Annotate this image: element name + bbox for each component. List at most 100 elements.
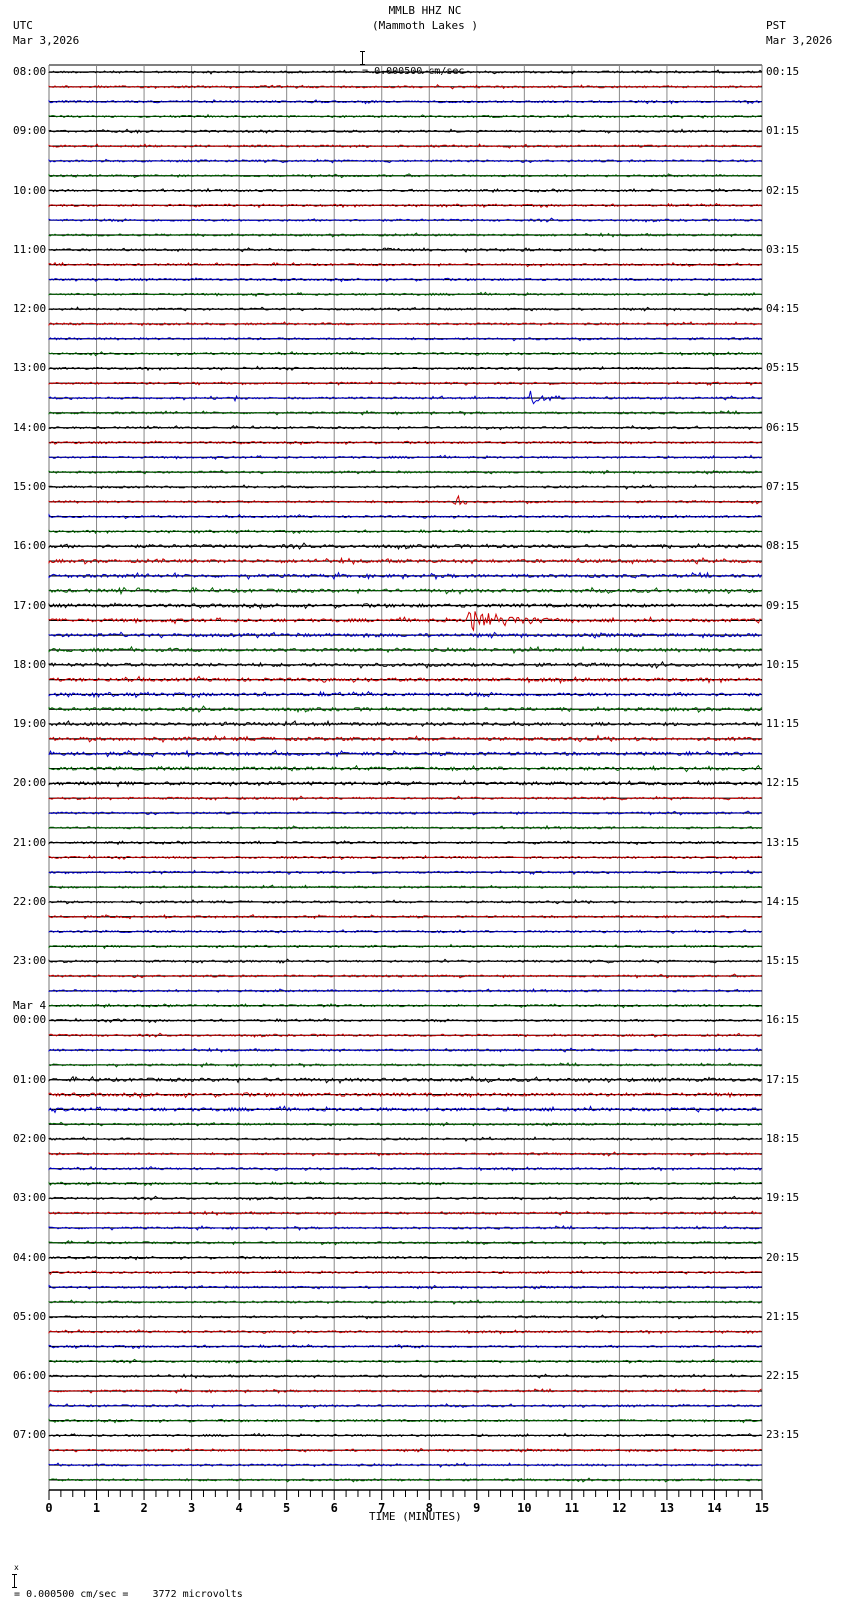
pst-hour-label: 13:15	[766, 835, 800, 849]
station-title: MMLB HHZ NC	[388, 4, 462, 17]
pst-hour-label: 00:15	[766, 65, 800, 78]
pst-hour-label: 01:15	[766, 124, 800, 138]
trace-line	[48, 1255, 762, 1261]
trace-line	[48, 217, 762, 223]
utc-hour-label: 16:00	[13, 539, 47, 553]
trace-line	[48, 232, 762, 238]
trace-line	[48, 1388, 762, 1394]
trace-line	[48, 1017, 762, 1024]
trace-line	[48, 660, 762, 670]
utc-hour-label: 05:00	[13, 1309, 47, 1323]
pst-hour-label: 15:15	[766, 954, 800, 968]
trace-line	[48, 173, 762, 179]
x-tick-label: 3	[188, 1501, 195, 1515]
utc-hour-label: 02:00	[13, 1132, 47, 1146]
pst-hour-label: 17:15	[766, 1072, 800, 1086]
utc-hour-label: 10:00	[13, 183, 47, 197]
utc-hour-label: 03:00	[13, 1191, 47, 1205]
pst-hour-label: 19:15	[766, 1191, 800, 1205]
trace-line	[48, 1225, 762, 1231]
trace-line	[48, 1062, 762, 1068]
utc-hour-label: 23:00	[13, 954, 47, 968]
footer-scale-text: = 0.000500 cm/sec = 3772 microvolts	[14, 1589, 243, 1600]
trace-line	[48, 365, 762, 372]
x-tick-label: 5	[283, 1501, 290, 1515]
trace-line	[48, 602, 762, 610]
pst-hour-label: 11:15	[766, 717, 800, 731]
utc-hour-label: 09:00	[13, 124, 47, 138]
pst-hour-label: 06:15	[766, 420, 800, 434]
trace-line	[48, 1269, 762, 1276]
trace-line	[48, 390, 762, 405]
trace-line	[48, 869, 762, 876]
pst-hour-label: 12:15	[766, 776, 800, 790]
trace-line	[48, 440, 762, 446]
utc-hour-label: 22:00	[13, 894, 47, 908]
trace-line	[48, 277, 762, 283]
trace-line	[48, 1032, 762, 1038]
x-tick-label: 6	[331, 1501, 338, 1515]
trace-line	[48, 380, 762, 386]
trace-line	[48, 854, 762, 861]
x-tick-label: 7	[378, 1501, 385, 1515]
trace-line	[48, 631, 762, 639]
trace-line	[48, 1477, 762, 1483]
pst-hour-label: 03:15	[766, 242, 800, 256]
trace-line	[48, 1358, 762, 1364]
x-tick-label: 2	[140, 1501, 147, 1515]
utc-hour-label: 21:00	[13, 835, 47, 849]
station-location: (Mammoth Lakes )	[372, 19, 478, 32]
pst-hour-label: 14:15	[766, 894, 800, 908]
trace-line	[48, 484, 762, 490]
trace-line	[48, 719, 762, 728]
utc-hour-label: 18:00	[13, 657, 47, 671]
trace-line	[48, 810, 762, 816]
trace-line	[48, 929, 762, 935]
utc-hour-label: 00:00	[13, 1013, 47, 1027]
trace-line	[48, 1462, 762, 1468]
trace-line	[48, 958, 762, 964]
pst-hour-label: 02:15	[766, 183, 800, 197]
trace-line	[48, 1403, 762, 1409]
trace-line	[48, 1151, 762, 1157]
trace-line	[48, 1240, 762, 1246]
trace-line	[48, 645, 762, 655]
pst-hour-label: 18:15	[766, 1132, 800, 1146]
trace-line	[48, 556, 762, 566]
trace-line	[48, 247, 762, 253]
trace-line	[48, 913, 762, 920]
trace-line	[48, 1210, 762, 1216]
trace-line	[48, 99, 762, 105]
trace-line	[48, 973, 762, 979]
pst-hour-label: 04:15	[766, 302, 800, 316]
trace-line	[48, 143, 762, 149]
trace-line	[48, 542, 762, 551]
trace-line	[48, 1343, 762, 1350]
utc-hour-label: 11:00	[13, 242, 47, 256]
trace-line	[48, 1003, 762, 1009]
trace-line	[48, 705, 762, 714]
trace-line	[48, 1195, 762, 1201]
trace-line	[48, 1447, 762, 1453]
pst-hour-label: 09:15	[766, 598, 800, 612]
pst-hour-label: 10:15	[766, 657, 800, 671]
trace-line	[48, 1418, 762, 1424]
pst-hour-label: 07:15	[766, 479, 800, 493]
trace-line	[48, 1314, 762, 1320]
trace-line	[48, 779, 762, 788]
x-tick-label: 12	[612, 1501, 626, 1515]
utc-hour-label: 15:00	[13, 479, 47, 493]
utc-hour-label: 06:00	[13, 1369, 47, 1383]
pst-hour-label: 08:15	[766, 539, 800, 553]
utc-hour-label: 07:00	[13, 1428, 47, 1442]
trace-line	[48, 734, 762, 744]
trace-line	[48, 1329, 762, 1335]
trace-line	[48, 1091, 762, 1100]
utc-hour-label: 13:00	[13, 361, 47, 375]
footer-scale-prefix: x	[14, 1563, 19, 1572]
trace-line	[48, 306, 762, 312]
trace-line	[48, 675, 762, 685]
left-date: Mar 3,2026	[13, 34, 80, 47]
trace-line	[48, 795, 762, 801]
